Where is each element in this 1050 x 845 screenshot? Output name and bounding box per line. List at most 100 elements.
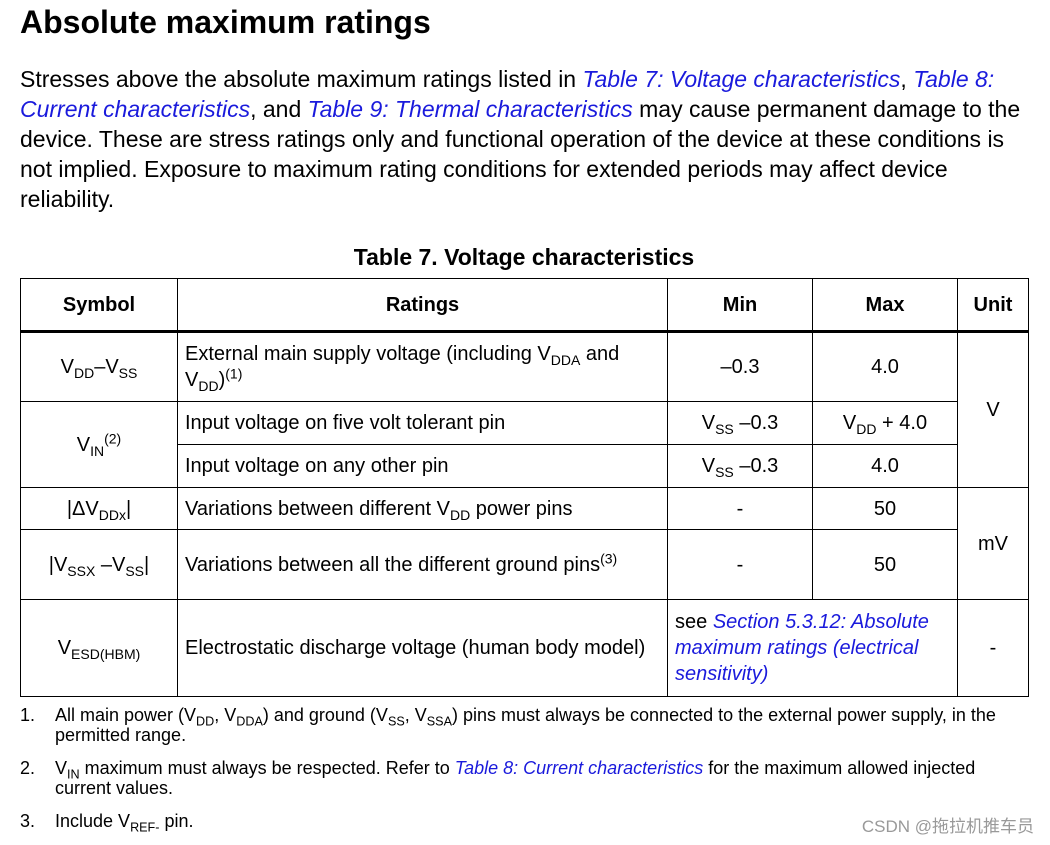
heading: Absolute maximum ratings bbox=[20, 4, 431, 40]
subscript: SS bbox=[118, 365, 138, 381]
cell: - bbox=[667, 487, 813, 530]
cell: Input voltage on any other pin bbox=[177, 444, 668, 488]
subscript: DD bbox=[196, 714, 215, 729]
subscript: DDx bbox=[98, 506, 126, 523]
subscript: SSX bbox=[67, 562, 96, 579]
cell: 50 bbox=[812, 487, 958, 530]
intro: Stresses above the absolute maximum rati… bbox=[20, 64, 1035, 214]
subscript: ESD(HBM) bbox=[71, 646, 141, 662]
cell: VSS –0.3 bbox=[667, 444, 813, 488]
text: V bbox=[842, 412, 857, 434]
text: - bbox=[736, 553, 744, 576]
text: mV bbox=[978, 532, 1008, 555]
cell: VSS –0.3 bbox=[667, 401, 813, 445]
note: 1. All main power (VDD, VDDA) and ground … bbox=[20, 705, 1010, 745]
text: , bbox=[900, 66, 914, 92]
superscript: (3) bbox=[600, 549, 618, 566]
header-cell: Max bbox=[812, 278, 958, 333]
text: External main supply voltage (including … bbox=[185, 343, 551, 365]
note-number: 2. bbox=[20, 758, 36, 778]
text: V bbox=[701, 455, 716, 477]
subscript: SS bbox=[715, 464, 734, 480]
text: V bbox=[55, 758, 68, 778]
text: Variations between different V bbox=[185, 497, 450, 520]
text: , V bbox=[214, 705, 237, 725]
text: Electrostatic discharge voltage (human b… bbox=[185, 637, 646, 659]
text: V bbox=[76, 433, 91, 456]
text: | bbox=[144, 553, 150, 576]
subscript: REF- bbox=[130, 820, 160, 835]
cell: - bbox=[957, 599, 1029, 697]
note-text: VIN maximum must always be respected. Re… bbox=[55, 758, 1010, 798]
subscript: DDA bbox=[236, 714, 263, 729]
link[interactable]: Table 9: Thermal characteristics bbox=[307, 96, 633, 122]
link[interactable]: Section 5.3.12: Absolute maximum ratings… bbox=[675, 611, 929, 685]
text: V bbox=[701, 412, 716, 434]
text: for the maximum allowed injected current… bbox=[55, 758, 976, 798]
link[interactable]: Table 7: Voltage characteristics bbox=[582, 66, 901, 92]
cell: Input voltage on five volt tolerant pin bbox=[177, 401, 668, 445]
text: |ΔV bbox=[66, 497, 99, 520]
text: Input voltage on five volt tolerant pin bbox=[185, 412, 506, 434]
subscript: SSA bbox=[426, 714, 452, 729]
text: + 4.0 bbox=[876, 412, 928, 434]
cell: V bbox=[957, 331, 1029, 488]
text: Input voltage on any other pin bbox=[185, 455, 449, 477]
header-cell: Ratings bbox=[177, 278, 668, 333]
text: power pins bbox=[470, 497, 573, 520]
cell: Electrostatic discharge voltage (human b… bbox=[177, 599, 668, 697]
table-caption: Table 7. Voltage characteristics bbox=[353, 244, 695, 270]
text: 4.0 bbox=[871, 455, 899, 477]
subscript: DDA bbox=[550, 352, 581, 368]
notes: 1. All main power (VDD, VDDA) and ground … bbox=[20, 705, 1010, 844]
header-cell: Symbol bbox=[20, 278, 178, 333]
text: | bbox=[125, 497, 132, 520]
text: Stresses above the absolute maximum rati… bbox=[20, 66, 583, 92]
text: –0.3 bbox=[733, 455, 779, 477]
text: 50 bbox=[873, 553, 897, 576]
header-cell: Unit bbox=[957, 278, 1029, 333]
note-number: 1. bbox=[20, 705, 36, 725]
cell: |ΔVDDx| bbox=[20, 487, 178, 530]
text: |V bbox=[48, 553, 68, 576]
text: ) and ground (V bbox=[262, 705, 388, 725]
text: , and bbox=[250, 96, 308, 122]
text: pin. bbox=[159, 811, 194, 831]
subscript: DD bbox=[449, 506, 471, 523]
voltage-table: Symbol Ratings Min Max Unit VDD–VSS Exte… bbox=[20, 278, 1029, 697]
cell: –0.3 bbox=[667, 331, 813, 402]
superscript: (2) bbox=[104, 429, 122, 446]
link[interactable]: Table 8: Current characteristics bbox=[454, 758, 704, 778]
text: V bbox=[60, 356, 74, 378]
subscript: DD bbox=[73, 365, 95, 381]
cell: VESD(HBM) bbox=[20, 599, 178, 697]
text: may cause permanent damage to the device… bbox=[20, 96, 1021, 212]
text: , V bbox=[404, 705, 427, 725]
cell: 4.0 bbox=[812, 444, 958, 488]
text: All main power (V bbox=[55, 705, 197, 725]
note-text: Include VREF- pin. bbox=[55, 811, 194, 834]
note: 2. VIN maximum must always be respected. … bbox=[20, 758, 1010, 798]
cell: VDD + 4.0 bbox=[812, 401, 958, 445]
subscript: SS bbox=[125, 562, 145, 579]
subscript: IN bbox=[90, 442, 105, 459]
subscript: DD bbox=[856, 421, 877, 437]
superscript: (1) bbox=[225, 365, 243, 382]
text: and V bbox=[185, 343, 620, 391]
cell: see Section 5.3.12: Absolute maximum rat… bbox=[667, 599, 958, 697]
note-text: All main power (VDD, VDDA) and ground (V… bbox=[55, 705, 1010, 745]
text: Include V bbox=[55, 811, 131, 831]
text: –0.3 bbox=[720, 356, 760, 378]
text: V bbox=[57, 637, 72, 659]
cell: External main supply voltage (including … bbox=[177, 331, 668, 402]
cell: Variations between all the different gro… bbox=[177, 529, 668, 600]
watermark: CSDN @拖拉机推车员 bbox=[861, 817, 1034, 836]
cell: 4.0 bbox=[812, 331, 958, 402]
text: see bbox=[675, 611, 713, 633]
link[interactable]: Table 8: Current characteristics bbox=[20, 66, 995, 122]
text: V bbox=[986, 399, 1000, 421]
text: ) bbox=[218, 369, 226, 391]
note: 3. Include VREF- pin. bbox=[20, 811, 1010, 834]
text: –V bbox=[94, 356, 119, 378]
